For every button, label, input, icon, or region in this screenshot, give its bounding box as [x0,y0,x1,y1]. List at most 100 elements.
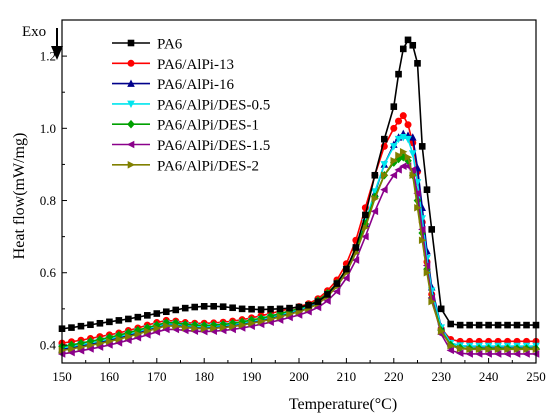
data-point [395,151,403,160]
y-tick-label: 0.8 [40,193,56,208]
data-point [418,225,426,234]
data-point [381,135,388,143]
x-tick-label: 180 [194,369,214,384]
data-point [286,304,293,312]
data-point [200,303,208,310]
data-point [153,320,161,330]
data-point [124,328,133,337]
data-point [267,315,275,324]
data-point [390,103,398,110]
data-point [152,328,161,336]
data-point [172,322,180,330]
y-tick-label: 0.4 [40,337,57,352]
data-point [423,186,431,193]
legend-label: PA6 [157,37,183,53]
data-point [428,297,436,306]
data-point [437,305,445,313]
data-point [418,236,427,245]
legend-item: PA6/AlPi/DES-1.5 [112,138,270,154]
data-point [437,327,446,336]
x-tick-label: 190 [242,369,262,384]
data-point [125,315,132,323]
x-tick-label: 150 [52,369,72,384]
data-point [523,321,530,329]
data-point [342,274,350,282]
data-point [394,135,403,144]
data-point [493,350,502,358]
data-point [394,154,403,164]
data-point [413,189,421,198]
data-point [390,143,398,151]
exo-arrow-icon [51,28,63,60]
data-point [305,301,312,309]
legend-item: PA6/AlPi-13 [112,57,234,73]
data-point [395,117,403,125]
legend-label: PA6/AlPi/DES-1.5 [157,138,270,154]
legend-marker [127,100,135,108]
series-line [61,156,536,350]
data-point [513,345,522,354]
legend-label: PA6/AlPi-13 [157,57,234,73]
data-point [332,287,341,296]
data-point [361,232,369,241]
data-point [134,325,142,335]
series-pa6 [58,36,540,332]
legend-marker [127,59,135,67]
x-tick-label: 230 [431,369,451,384]
data-point [229,322,237,331]
legend-marker [127,39,135,47]
data-point [162,322,171,330]
data-point [125,332,133,341]
data-point [465,350,473,358]
data-point [362,223,370,232]
data-point [144,327,152,336]
data-point [408,133,417,141]
data-point [404,36,412,44]
data-point [181,323,190,332]
data-point [87,341,95,350]
data-point [77,322,85,330]
data-point [324,291,331,298]
x-tick-label: 240 [479,369,499,384]
data-point [389,171,398,180]
data-point [276,312,285,321]
data-point [371,171,379,179]
x-axis-label: Temperature(°C) [289,396,397,413]
series-line [61,150,536,352]
data-point [238,317,246,327]
data-point [371,194,379,203]
data-point [143,323,152,332]
legend-label: PA6/AlPi-16 [157,77,234,93]
data-point [404,121,412,129]
data-point [257,306,265,313]
data-point [76,346,85,355]
data-point [276,305,284,313]
data-point [503,350,511,358]
data-point [323,297,331,305]
data-point [191,303,199,311]
exo-annotation: Exo [22,24,46,40]
data-point [466,345,474,354]
data-point [96,339,105,348]
data-point [210,303,217,310]
data-point [134,313,142,321]
data-point [523,345,531,354]
x-tick-label: 160 [100,369,120,384]
y-axis-label: Heat flow(mW/mg) [11,133,28,260]
data-point [77,343,86,351]
data-point [475,350,483,358]
y-tick-label: 1.0 [40,121,56,136]
data-point [447,341,455,350]
data-point [133,333,142,342]
data-point [191,324,199,333]
data-point [504,345,512,354]
data-point [105,341,113,349]
y-tick-label: 0.6 [40,265,57,280]
data-point [67,348,75,357]
legend-label: PA6/AlPi/DES-2 [157,158,259,174]
data-point [134,330,142,338]
data-point [399,147,408,156]
data-point [404,135,412,144]
x-tick-label: 170 [147,369,167,384]
data-point [399,45,407,53]
